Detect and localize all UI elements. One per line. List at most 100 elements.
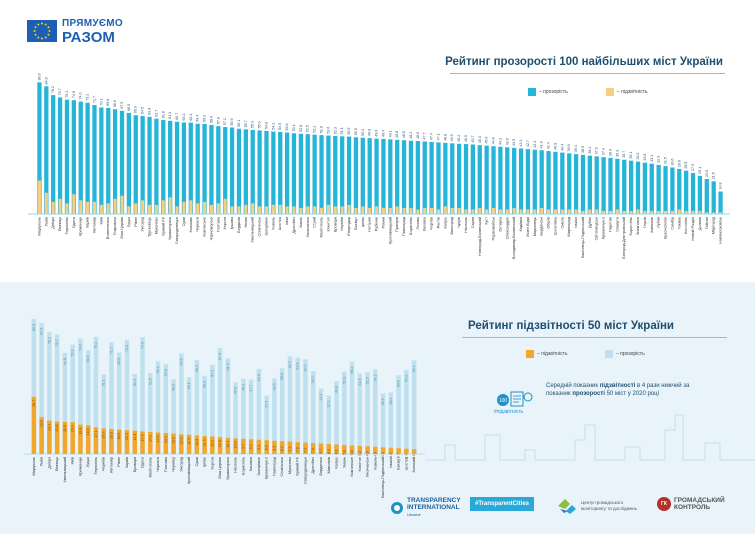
chart1-bar-accountability — [388, 207, 392, 214]
chart1-category-label: Охтирка — [498, 216, 502, 231]
chart2-value-label-accountability: 11.9 — [195, 439, 199, 446]
chart1-value-label: 86.6 — [37, 73, 41, 80]
chart1-bar-accountability — [319, 207, 324, 214]
chart2-category-label: Ужгород — [179, 456, 183, 471]
chart1-bar-accountability — [106, 203, 110, 214]
chart1-value-label: 41.4 — [547, 142, 551, 149]
chart2-value-label-accountability: 5.2 — [358, 451, 362, 456]
chart2-title: Рейтинг підзвітності 50 міст України — [468, 320, 674, 332]
chart1-bar-accountability — [602, 210, 606, 214]
chart1-category-label: Світловодськ — [595, 217, 599, 241]
chart1-bar-accountability — [443, 206, 447, 214]
chart2-category-label: Житомир — [109, 457, 113, 473]
chart1-category-label: Шостка — [278, 216, 282, 230]
chart2-value-label-transparency: 50.5 — [397, 380, 401, 387]
chart1-category-label: Черкаси — [196, 217, 200, 232]
chart1-value-label: 48.2 — [409, 132, 413, 139]
chart2-category-label: Коломия — [412, 457, 416, 472]
chart2-bar-accountability — [62, 421, 68, 454]
chart2-bar-accountability — [295, 442, 300, 454]
chart1-value-label: 58.6 — [209, 116, 213, 123]
chart1-bar-transparency — [319, 135, 324, 214]
chart2-value-label-transparency: 55.0 — [280, 373, 284, 380]
chart2-category-label: Харків — [125, 457, 129, 468]
summary-note: Середній показник підзвітності в 4 рази … — [546, 382, 696, 398]
chart2-category-label: Чернігів — [102, 457, 106, 471]
chart2-value-label-transparency: 51.6 — [358, 379, 362, 386]
chart2-category-label: Кременчук — [78, 457, 82, 476]
chart1-category-label: Вознесенськ — [106, 217, 110, 240]
chart1-bar-transparency — [436, 142, 441, 214]
chart1-bar-transparency — [684, 170, 689, 214]
chart1-bar-accountability — [505, 209, 509, 214]
ti-line-2: INTERNATIONAL — [407, 504, 460, 511]
chart1-bar-accountability — [354, 207, 358, 214]
chart1-value-label: 51.1 — [340, 127, 344, 134]
icon-caption: #підзвітність — [494, 409, 524, 415]
chart2-category-label: Запоріжжя — [257, 457, 261, 476]
chart1-value-label: 46.8 — [443, 134, 447, 141]
chart2-bar-accountability — [256, 439, 262, 454]
chart2-category-label: Суми — [195, 457, 199, 466]
chart2-value-label-accountability: 13.0 — [172, 437, 176, 444]
chart1-category-label: Київ — [99, 217, 103, 224]
chart1-value-label: 43.1 — [519, 139, 523, 146]
chart1-bar-transparency — [278, 131, 283, 214]
sponsor-transparent-cities: #TransparentCities — [470, 497, 535, 511]
chart2-value-label-accountability: 20.8 — [55, 425, 59, 432]
chart2-category-label: Конотоп — [358, 457, 362, 471]
chart1-category-label: Мукачево — [154, 217, 158, 234]
chart2-value-label-transparency: 50.2 — [203, 381, 207, 388]
chart2-bar-accountability — [380, 447, 386, 454]
chart1-bar-transparency — [450, 143, 455, 214]
legend-swatch — [606, 88, 614, 96]
chart1-value-label: 21.5 — [712, 172, 716, 179]
chart1-value-label: 40.4 — [560, 144, 564, 151]
chart1-bar-accountability — [698, 210, 702, 214]
chart1-bar-accountability — [540, 207, 544, 214]
chart1-bar-transparency — [381, 138, 386, 214]
chart1-category-label: Новий Розділ — [691, 217, 695, 241]
chart1-category-label: Новомосковськ — [719, 217, 723, 244]
chart2-bar-transparency — [70, 344, 75, 454]
chart1-category-label: Краматорськ — [168, 217, 172, 240]
chart1-plot: 86.6 Маріуполь 84.0 Львів 78.2 Дніпро 76.7 Вінн… — [28, 73, 730, 259]
chart2-bar-transparency — [155, 361, 161, 454]
chart2-value-label-accountability: 3.1 — [412, 454, 416, 459]
chart1-bar-transparency — [147, 116, 152, 214]
chart1-title-rule — [450, 73, 725, 74]
chart1-bar-transparency — [374, 138, 379, 214]
chart1-bar-transparency — [353, 137, 359, 214]
chart1-value-label: 59.2 — [203, 115, 207, 122]
chart1-bar-transparency — [346, 136, 352, 214]
chart1-bar-accountability — [361, 206, 365, 214]
chart1-category-label: Ковель — [271, 217, 275, 229]
chart2-category-label: Бровари — [133, 457, 137, 472]
chart1-bar-transparency — [567, 153, 572, 214]
chart1-bar-transparency — [119, 110, 125, 214]
chart1-value-label: 49.6 — [375, 130, 379, 137]
chart1-category-label: Кропивницький — [388, 217, 392, 244]
chart1-bar-transparency — [85, 102, 90, 214]
chart1-value-label: 50.5 — [354, 128, 358, 135]
chart2-value-label-accountability: 8.2 — [280, 446, 284, 451]
chart1-bar-transparency — [216, 126, 221, 214]
chart2-bar-transparency — [85, 350, 91, 454]
chart1-category-label: Біла Церква — [120, 216, 124, 238]
chart1-bar-transparency — [202, 124, 207, 214]
chart2-category-label: Дніпро — [47, 457, 51, 469]
chart2-value-label-accountability: 16.4 — [102, 431, 106, 438]
chart2-bar-transparency — [194, 360, 200, 454]
chart1-bar-transparency — [670, 167, 675, 214]
chart1-bar-accountability — [79, 200, 83, 214]
chart1-category-label: Каховка — [423, 216, 427, 231]
chart1-bar-transparency — [37, 82, 42, 214]
chart1-value-label: 46.5 — [450, 134, 454, 141]
chart2-bar-accountability — [140, 431, 145, 454]
chart2-category-label: Сєвєродонецьк — [303, 457, 307, 484]
chart1-category-label: Суми — [182, 217, 186, 226]
chart1-value-label: 51.3 — [333, 127, 337, 134]
chart1-value-label: 41.9 — [540, 141, 544, 148]
note-prefix: Середній показник — [546, 383, 600, 389]
note-bold-accountability: підзвітності — [599, 383, 636, 389]
